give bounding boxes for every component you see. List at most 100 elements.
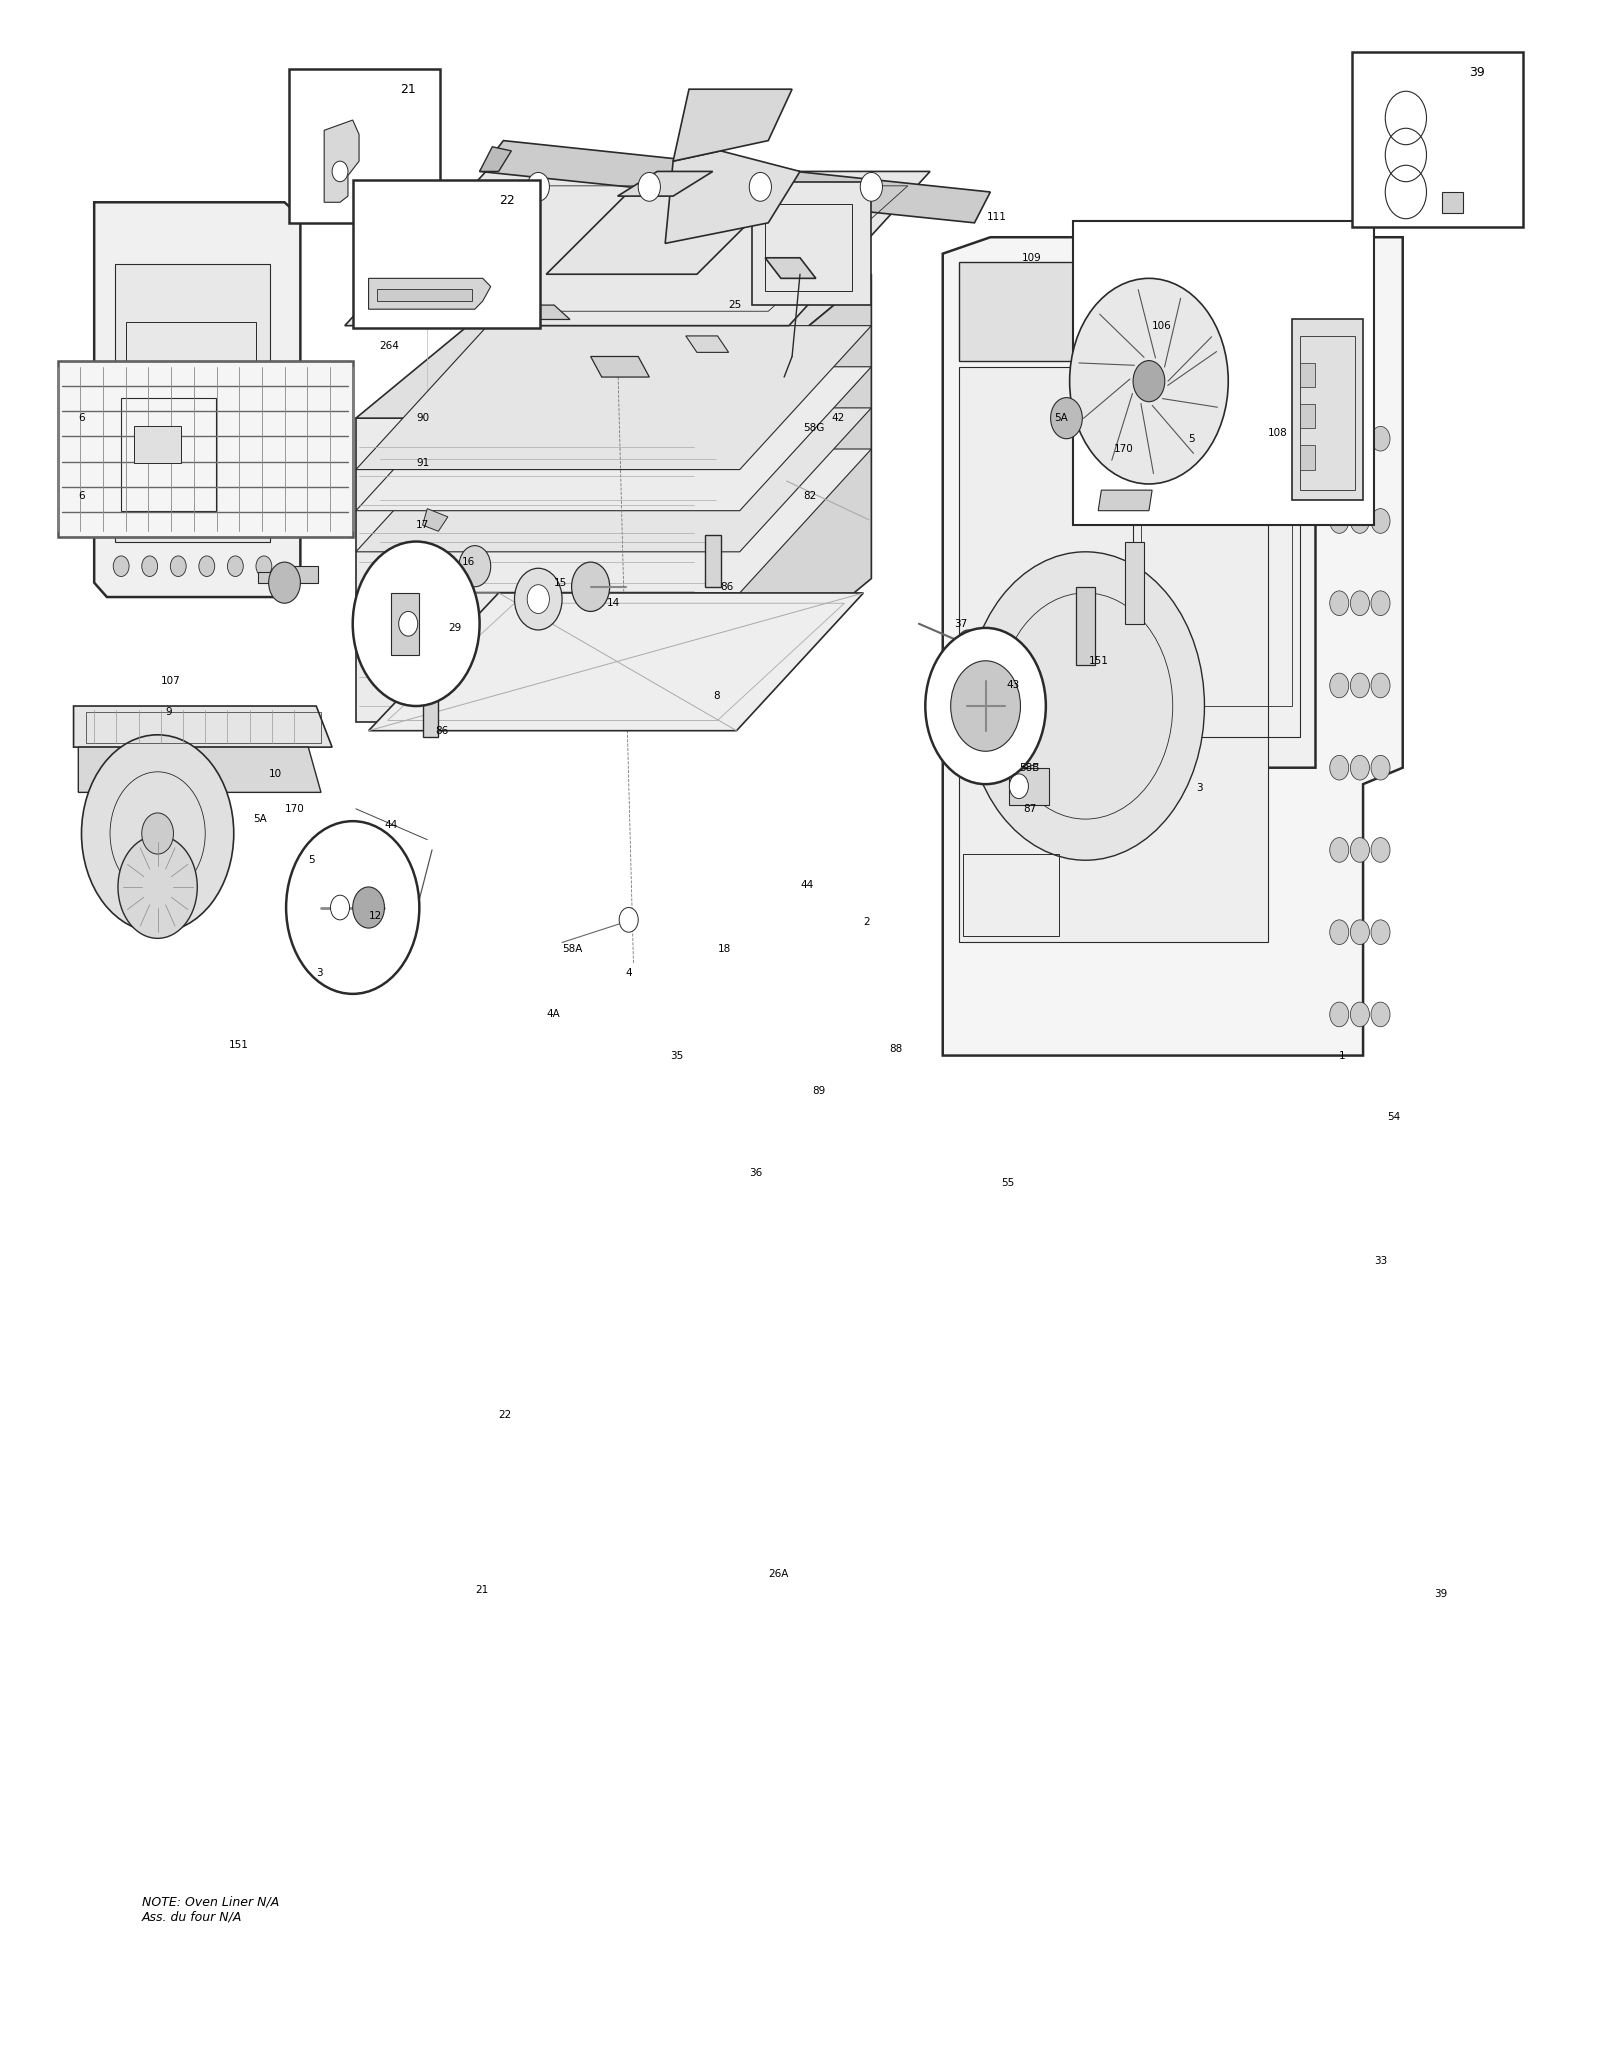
Bar bbox=[1133, 304, 1299, 737]
Text: 1: 1 bbox=[1339, 1052, 1346, 1060]
Text: 87: 87 bbox=[1024, 803, 1037, 814]
Bar bbox=[390, 592, 419, 654]
Text: 21: 21 bbox=[475, 1586, 488, 1596]
Bar bbox=[1299, 335, 1355, 491]
Text: 58A: 58A bbox=[562, 944, 582, 954]
Circle shape bbox=[142, 814, 173, 855]
Text: 35: 35 bbox=[670, 1052, 683, 1060]
Polygon shape bbox=[618, 172, 712, 197]
Polygon shape bbox=[698, 273, 872, 722]
Bar bbox=[1075, 586, 1094, 664]
Text: 170: 170 bbox=[1114, 443, 1134, 453]
Text: 5: 5 bbox=[309, 855, 315, 865]
Polygon shape bbox=[674, 89, 792, 161]
Polygon shape bbox=[1117, 259, 1315, 768]
Text: 18: 18 bbox=[717, 944, 731, 954]
Polygon shape bbox=[546, 172, 800, 273]
Text: 91: 91 bbox=[416, 457, 429, 468]
Circle shape bbox=[1350, 1002, 1370, 1027]
Circle shape bbox=[1371, 838, 1390, 863]
Text: 264: 264 bbox=[379, 342, 400, 352]
Text: 3: 3 bbox=[1197, 782, 1203, 793]
Text: 170: 170 bbox=[285, 803, 304, 814]
Circle shape bbox=[142, 557, 158, 575]
Circle shape bbox=[1350, 673, 1370, 698]
Circle shape bbox=[459, 546, 491, 586]
Circle shape bbox=[925, 627, 1046, 785]
Text: 16: 16 bbox=[462, 557, 475, 567]
Circle shape bbox=[1350, 919, 1370, 944]
Text: 14: 14 bbox=[606, 598, 619, 609]
Text: 4: 4 bbox=[626, 969, 632, 979]
Text: 12: 12 bbox=[368, 911, 382, 921]
Circle shape bbox=[1330, 509, 1349, 534]
Bar bbox=[122, 397, 216, 511]
Polygon shape bbox=[94, 203, 301, 596]
Circle shape bbox=[227, 557, 243, 575]
Polygon shape bbox=[368, 592, 864, 731]
Circle shape bbox=[352, 886, 384, 927]
Circle shape bbox=[170, 557, 186, 575]
Text: 54: 54 bbox=[1387, 1112, 1400, 1122]
Circle shape bbox=[1330, 673, 1349, 698]
Circle shape bbox=[526, 584, 549, 613]
Text: 2: 2 bbox=[864, 917, 870, 927]
Circle shape bbox=[1051, 397, 1082, 439]
Text: 5A: 5A bbox=[1054, 414, 1067, 422]
Circle shape bbox=[1371, 919, 1390, 944]
Bar bbox=[1125, 542, 1144, 623]
Text: 58B: 58B bbox=[1019, 762, 1040, 772]
Circle shape bbox=[1371, 590, 1390, 615]
Text: 44: 44 bbox=[800, 880, 813, 890]
Text: 37: 37 bbox=[954, 619, 966, 629]
Text: 10: 10 bbox=[269, 768, 282, 778]
Polygon shape bbox=[480, 147, 512, 172]
Text: 29: 29 bbox=[448, 623, 461, 633]
Text: 111: 111 bbox=[987, 211, 1006, 221]
Polygon shape bbox=[590, 356, 650, 377]
Polygon shape bbox=[355, 366, 872, 511]
Bar bbox=[1299, 404, 1315, 428]
Circle shape bbox=[352, 542, 480, 706]
Circle shape bbox=[1133, 360, 1165, 402]
Circle shape bbox=[1371, 1002, 1390, 1027]
Circle shape bbox=[1330, 838, 1349, 863]
Circle shape bbox=[515, 300, 530, 321]
Text: 6: 6 bbox=[78, 491, 85, 501]
Text: 36: 36 bbox=[749, 1167, 763, 1178]
Polygon shape bbox=[355, 449, 872, 592]
Text: 151: 151 bbox=[229, 1041, 250, 1049]
Circle shape bbox=[749, 172, 771, 201]
Text: 55: 55 bbox=[1002, 1178, 1014, 1188]
Circle shape bbox=[950, 660, 1021, 751]
Circle shape bbox=[861, 172, 883, 201]
Polygon shape bbox=[942, 238, 1403, 1056]
Circle shape bbox=[1371, 426, 1390, 451]
Text: 108: 108 bbox=[1267, 428, 1288, 437]
Polygon shape bbox=[686, 335, 728, 352]
Bar bbox=[352, 180, 539, 327]
Polygon shape bbox=[355, 408, 872, 553]
Circle shape bbox=[1371, 673, 1390, 698]
Bar bbox=[1299, 445, 1315, 470]
Polygon shape bbox=[480, 141, 990, 224]
Polygon shape bbox=[355, 418, 698, 722]
Text: 39: 39 bbox=[1435, 1590, 1448, 1600]
Bar bbox=[290, 68, 440, 224]
Text: 9: 9 bbox=[165, 708, 173, 716]
Text: 151: 151 bbox=[1088, 656, 1109, 667]
Text: 21: 21 bbox=[400, 83, 416, 95]
Polygon shape bbox=[1442, 193, 1462, 213]
Circle shape bbox=[286, 822, 419, 994]
Polygon shape bbox=[1098, 491, 1152, 511]
Circle shape bbox=[82, 735, 234, 932]
Circle shape bbox=[1330, 1002, 1349, 1027]
Bar bbox=[958, 263, 1085, 360]
Circle shape bbox=[333, 161, 347, 182]
Bar bbox=[1074, 221, 1374, 526]
Text: 90: 90 bbox=[416, 414, 429, 422]
Circle shape bbox=[269, 563, 301, 602]
Bar bbox=[958, 366, 1267, 942]
Polygon shape bbox=[74, 706, 333, 747]
Bar bbox=[134, 426, 181, 464]
